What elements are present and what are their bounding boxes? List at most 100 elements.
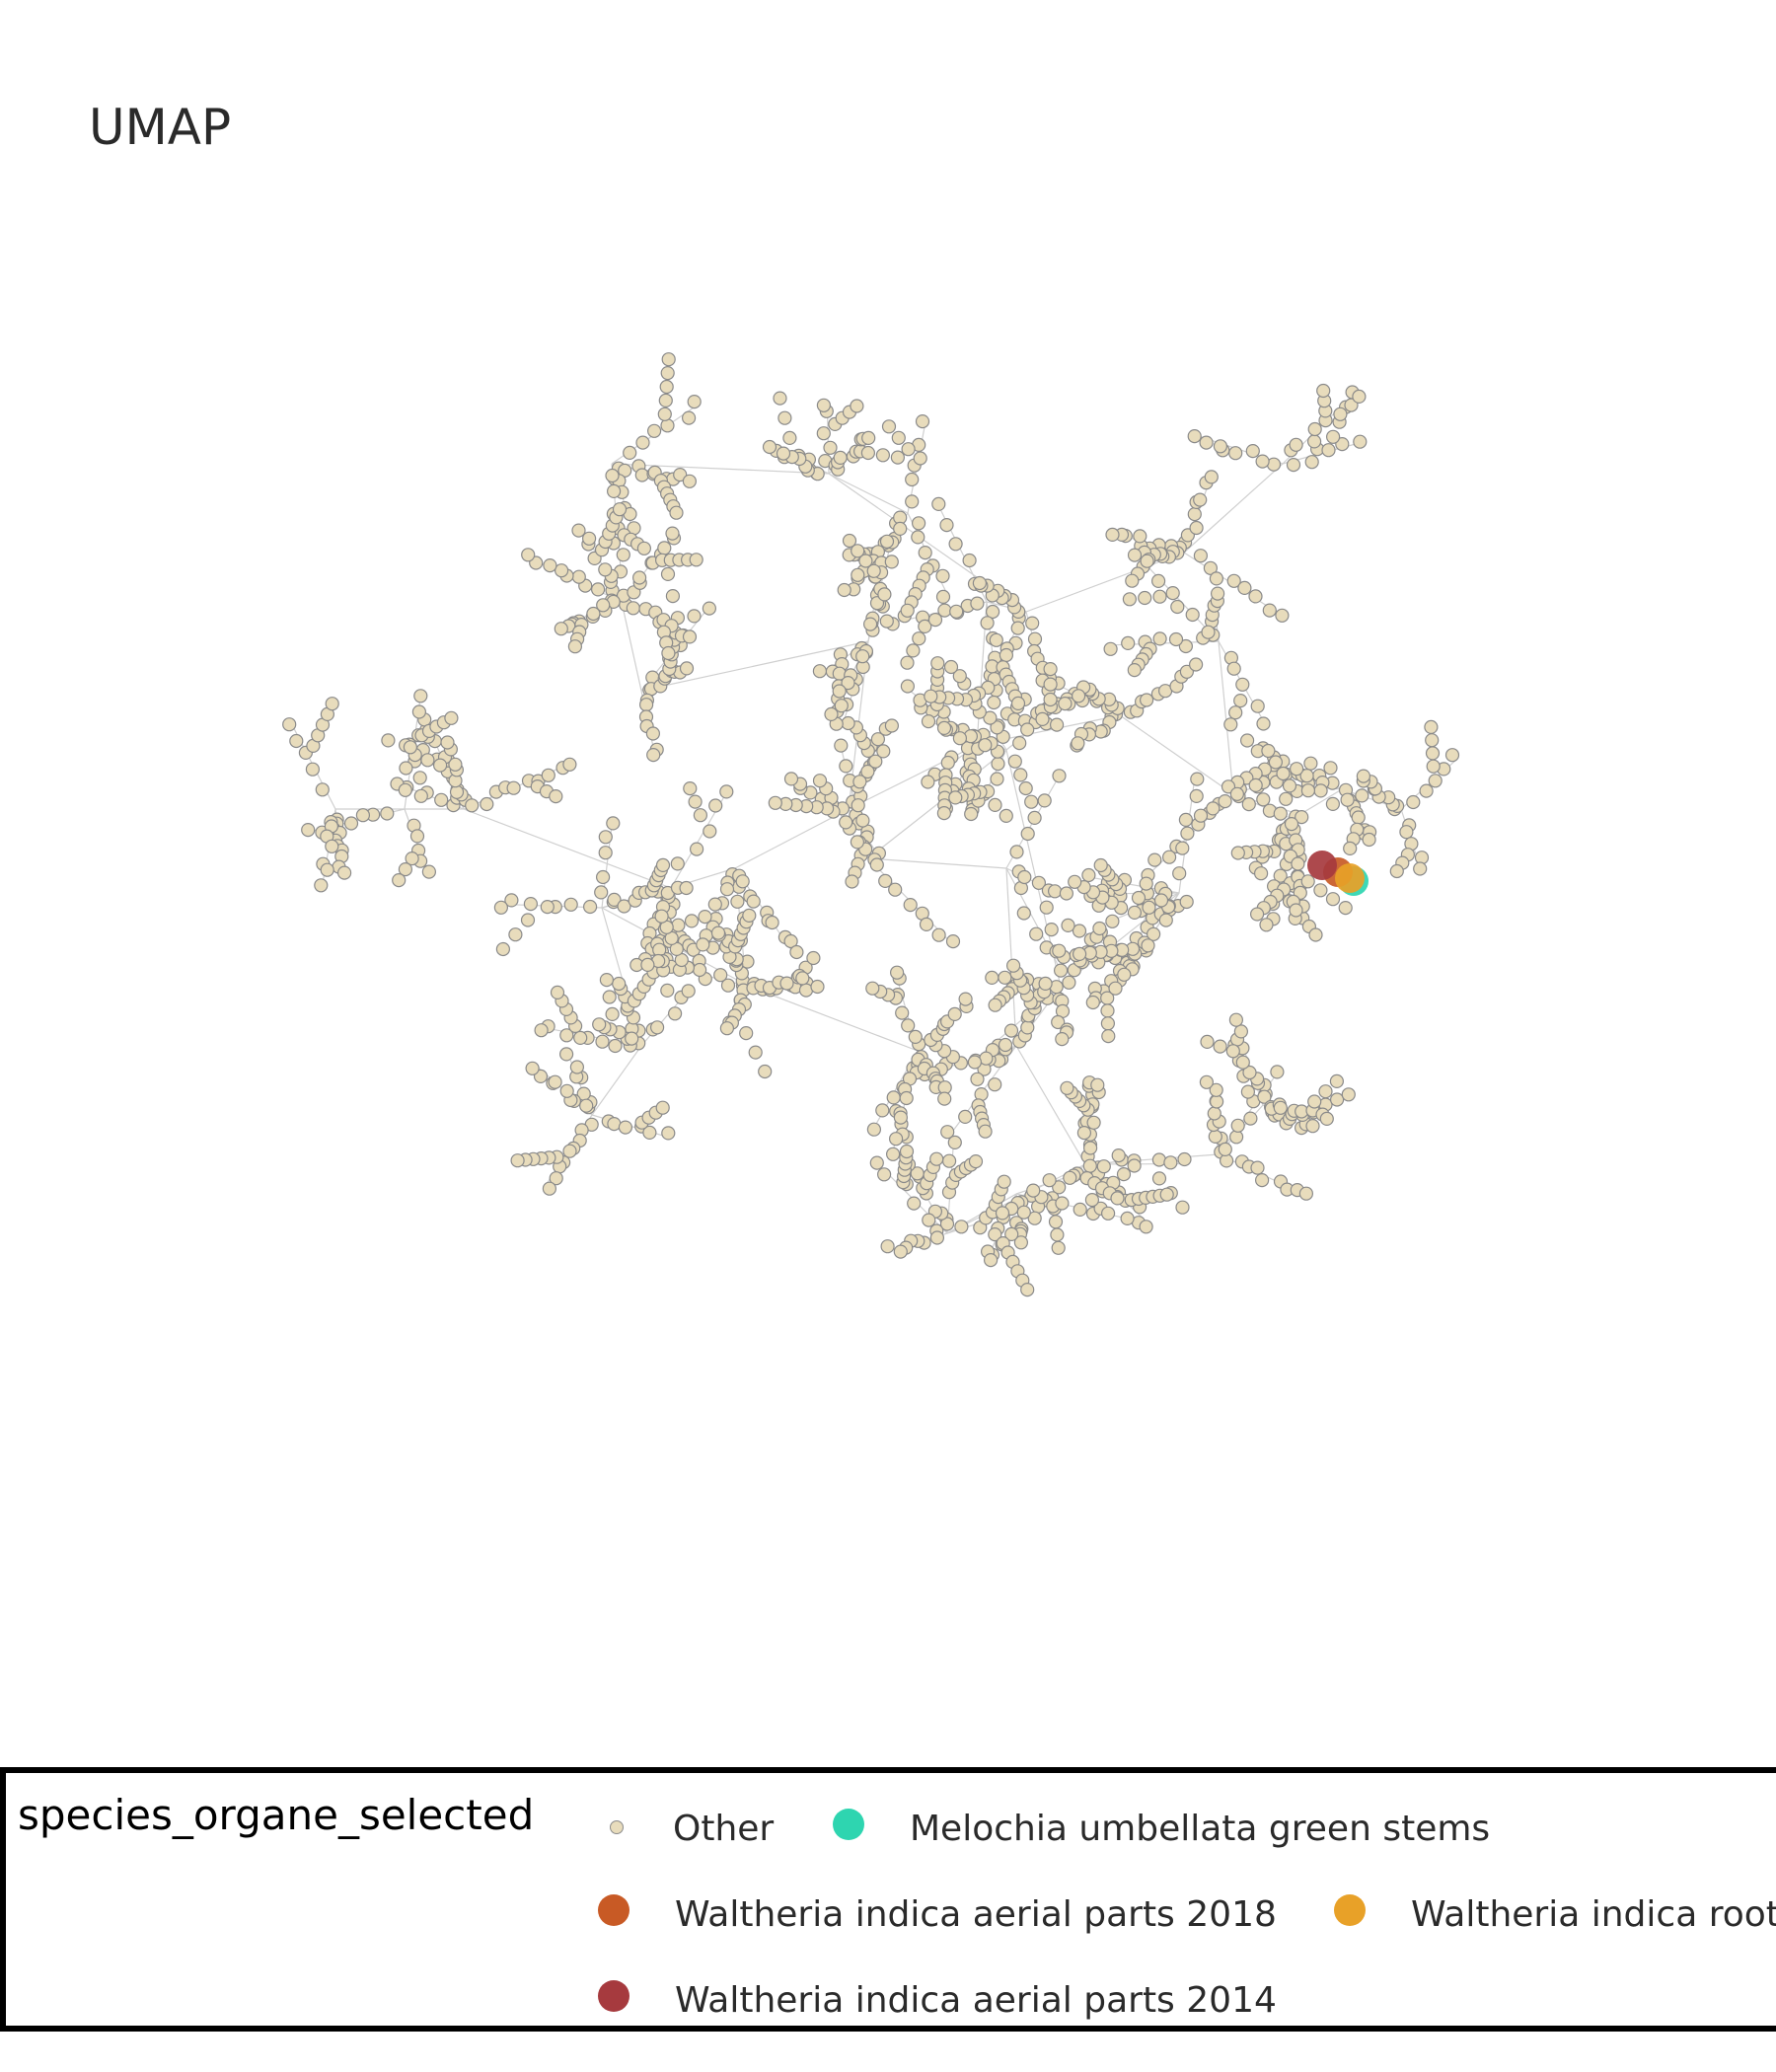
other-point bbox=[795, 971, 810, 986]
other-point bbox=[1007, 754, 1022, 769]
other-point bbox=[1140, 554, 1154, 568]
other-point bbox=[1158, 913, 1173, 927]
other-point bbox=[983, 710, 998, 725]
other-point bbox=[816, 398, 832, 412]
other-point bbox=[626, 601, 640, 616]
tree-edge bbox=[734, 808, 850, 869]
other-point bbox=[931, 496, 946, 511]
other-point bbox=[1333, 407, 1348, 421]
other-point bbox=[702, 601, 717, 616]
other-point bbox=[1313, 783, 1328, 798]
other-point bbox=[922, 1213, 936, 1227]
other-point bbox=[554, 563, 569, 578]
other-point bbox=[1139, 1220, 1153, 1234]
other-point bbox=[861, 430, 876, 445]
other-point bbox=[421, 864, 436, 879]
other-point bbox=[315, 782, 330, 797]
tree-edge bbox=[611, 463, 830, 475]
other-point bbox=[559, 1028, 574, 1043]
other-point bbox=[661, 352, 676, 367]
other-point bbox=[405, 851, 419, 866]
other-point bbox=[978, 738, 993, 753]
other-point bbox=[1243, 1111, 1258, 1126]
other-point bbox=[935, 589, 951, 605]
other-point bbox=[1037, 793, 1052, 808]
other-point bbox=[602, 990, 617, 1004]
other-point bbox=[661, 645, 676, 661]
tree-edge bbox=[867, 857, 1007, 869]
other-point bbox=[1240, 1084, 1256, 1099]
other-point bbox=[1229, 786, 1245, 801]
other-point bbox=[1120, 1211, 1135, 1226]
other-point bbox=[1307, 421, 1322, 437]
other-point bbox=[1060, 1080, 1074, 1095]
other-point bbox=[1051, 1014, 1066, 1030]
other-point bbox=[1009, 845, 1024, 859]
legend-title: species_organe_selected bbox=[18, 1791, 535, 1839]
other-point bbox=[337, 865, 352, 880]
other-point bbox=[325, 697, 339, 711]
other-point bbox=[1298, 1186, 1314, 1201]
other-point bbox=[1047, 884, 1063, 899]
other-point bbox=[1024, 794, 1039, 809]
other-point bbox=[812, 774, 828, 788]
other-point bbox=[1100, 1206, 1116, 1221]
legend-label-waltheria-2018: Waltheria indica aerial parts 2018 bbox=[675, 1894, 1277, 1935]
other-point bbox=[658, 393, 673, 407]
other-point bbox=[1306, 434, 1322, 449]
other-point bbox=[448, 757, 463, 772]
other-point bbox=[617, 899, 631, 914]
other-point bbox=[833, 450, 848, 465]
other-point bbox=[866, 1122, 882, 1137]
other-point bbox=[289, 733, 304, 749]
other-point bbox=[314, 878, 329, 893]
other-point bbox=[952, 669, 967, 684]
other-point bbox=[1426, 759, 1441, 774]
other-point bbox=[983, 1252, 999, 1268]
other-point bbox=[480, 796, 494, 812]
other-point bbox=[851, 798, 865, 813]
other-point bbox=[1180, 826, 1195, 841]
other-point bbox=[869, 857, 884, 872]
legend-marker-waltheria-2018 bbox=[598, 1894, 629, 1926]
other-point bbox=[381, 733, 396, 748]
other-point bbox=[1027, 810, 1042, 826]
other-point bbox=[655, 1100, 670, 1115]
other-point bbox=[1055, 1196, 1070, 1211]
other-point bbox=[1010, 696, 1026, 711]
other-point bbox=[1300, 874, 1315, 889]
other-point bbox=[1425, 746, 1441, 761]
other-point bbox=[947, 1006, 962, 1022]
other-point bbox=[823, 440, 838, 455]
other-point bbox=[952, 731, 968, 746]
other-point bbox=[1076, 1125, 1092, 1141]
other-point bbox=[1005, 958, 1021, 973]
other-point bbox=[985, 970, 999, 986]
other-point bbox=[1213, 1039, 1227, 1054]
other-point bbox=[581, 531, 597, 546]
other-point bbox=[631, 570, 647, 585]
highlight-point bbox=[1307, 851, 1337, 880]
other-point bbox=[816, 426, 831, 441]
other-point bbox=[1199, 435, 1214, 450]
other-point bbox=[1013, 768, 1028, 782]
other-point bbox=[1052, 1180, 1067, 1195]
other-point bbox=[399, 761, 413, 776]
other-point bbox=[855, 649, 870, 664]
other-point bbox=[1300, 783, 1316, 798]
other-point bbox=[689, 842, 704, 856]
other-point bbox=[839, 815, 853, 830]
other-point bbox=[1020, 1020, 1035, 1035]
other-point bbox=[433, 758, 448, 773]
other-point bbox=[1255, 454, 1270, 469]
other-point bbox=[567, 639, 583, 654]
other-point bbox=[930, 656, 945, 671]
other-point bbox=[592, 1017, 607, 1032]
other-point bbox=[739, 1025, 754, 1041]
other-point bbox=[542, 1181, 557, 1196]
other-point bbox=[870, 732, 886, 747]
other-point bbox=[1035, 711, 1050, 727]
other-point bbox=[1261, 743, 1276, 759]
other-point bbox=[1241, 796, 1256, 812]
other-point bbox=[660, 366, 675, 381]
